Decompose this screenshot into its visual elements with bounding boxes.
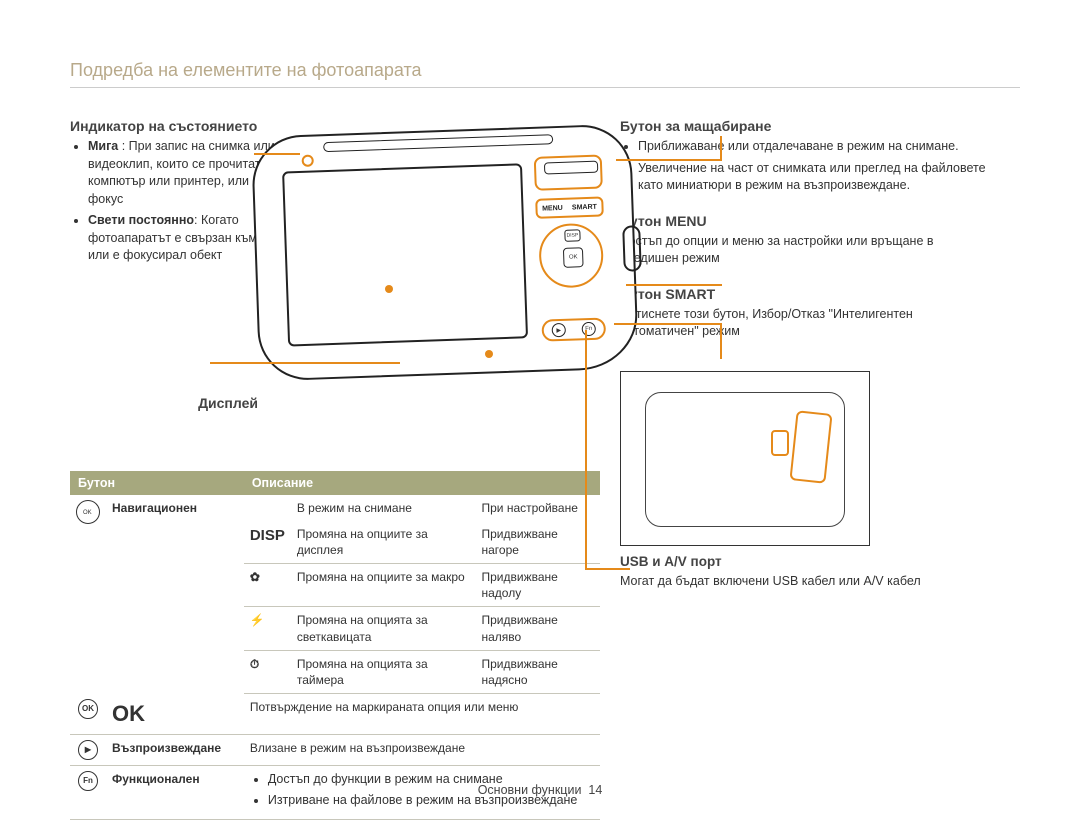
cell: Промяна на опциите за дисплея <box>291 521 476 564</box>
th-button: Бутон <box>70 471 244 495</box>
disp-sym: DISP <box>244 521 291 564</box>
table-row: Навигационен В режим на снимане При наст… <box>70 495 600 521</box>
usb-port-highlight <box>771 430 789 456</box>
flash-icon: ⚡ <box>244 607 291 650</box>
display-block: Дисплей <box>70 395 270 411</box>
lead-menu <box>626 284 722 286</box>
ok-text: Потвърждение на маркираната опция или ме… <box>244 694 600 734</box>
play-text: Влизане в режим на възпроизвеждане <box>244 734 600 765</box>
ok-big: OK <box>106 694 244 734</box>
fn-btn: Fn <box>582 322 596 336</box>
usb-caption: USB и A/V порт Могат да бъдат включени U… <box>620 554 990 591</box>
menu-smart-highlight: MENU SMART <box>535 196 604 218</box>
play-row: ▶ Възпроизвеждане Влизане в режим на въз… <box>70 734 600 765</box>
lead-smart-h <box>614 323 722 325</box>
cell: Промяна на опцията за светкавицата <box>291 607 476 650</box>
zoom-bullet-2: Увеличение на част от снимката или прегл… <box>638 160 990 195</box>
usb-inset-illustration <box>620 371 870 546</box>
nav-label: Навигационен <box>106 495 244 695</box>
play-label: Възпроизвеждане <box>106 734 244 765</box>
footer-page: 14 <box>588 783 602 797</box>
timer-icon: ⏱ <box>244 650 291 693</box>
lead-usb-v <box>585 330 587 570</box>
zoom-bullet-1: Приближаване или отдалечаване в режим на… <box>638 138 990 156</box>
lead-display <box>210 362 400 364</box>
page-footer: Основни функции 14 <box>0 783 1080 797</box>
menu-title: Бутон MENU <box>620 213 990 229</box>
right-column: Бутон за мащабиране Приближаване или отд… <box>620 118 990 820</box>
table-header-row: Бутон Описание <box>70 471 600 495</box>
cell: При настройване <box>476 495 601 521</box>
footer-text: Основни функции <box>478 783 582 797</box>
usb-flap-highlight <box>789 410 832 483</box>
play-icon: ▶ <box>78 740 98 760</box>
play-icon-cell: ▶ <box>70 734 106 765</box>
camera-screen <box>282 163 528 346</box>
status-led-highlight <box>302 155 314 167</box>
ok-icon: OK <box>78 699 98 719</box>
th-desc: Описание <box>244 471 600 495</box>
smart-label: SMART <box>572 203 597 211</box>
usb-text: Могат да бъдат включени USB кабел или A/… <box>620 573 990 591</box>
lead-status <box>254 153 300 155</box>
cell: Придвижване надолу <box>476 564 601 607</box>
cell: Придвижване надясно <box>476 650 601 693</box>
usb-title: USB и A/V порт <box>620 554 990 569</box>
cell: Придвижване нагоре <box>476 521 601 564</box>
lead-smart-v <box>720 323 722 359</box>
lead-zoom-v <box>720 136 722 161</box>
button-table: Бутон Описание Навигационен В режим на с… <box>70 471 600 820</box>
lead-zoom-h <box>616 159 722 161</box>
dpad-ok: OK <box>563 247 584 268</box>
zoom-button-highlight <box>534 154 603 190</box>
bottom-dot <box>485 350 493 358</box>
ok-row: OK OK Потвърждение на маркираната опция … <box>70 694 600 734</box>
menu-label: MENU <box>542 204 563 212</box>
macro-icon: ✿ <box>244 564 291 607</box>
cell: Промяна на опцията за таймера <box>291 650 476 693</box>
menu-text: Достъп до опции и меню за настройки или … <box>620 233 990 268</box>
dpad-highlight: DISP OK <box>538 223 604 289</box>
cell: Придвижване наляво <box>476 607 601 650</box>
display-label: Дисплей <box>198 395 258 411</box>
menu-block: Бутон MENU Достъп до опции и меню за нас… <box>620 213 990 268</box>
dpad-icon <box>76 500 100 524</box>
smart-title: Бутон SMART <box>620 286 990 302</box>
play-fn-highlight: ▶ Fn <box>541 317 606 341</box>
cell: Промяна на опциите за макро <box>291 564 476 607</box>
smart-block: Бутон SMART Натиснете този бутон, Избор/… <box>620 286 990 341</box>
camera-body: MENU SMART DISP OK ▶ Fn <box>251 123 639 381</box>
zoom-title: Бутон за мащабиране <box>620 118 990 134</box>
zoom-block: Бутон за мащабиране Приближаване или отд… <box>620 118 990 195</box>
dpad-disp: DISP <box>564 229 580 242</box>
display-dot <box>385 285 393 293</box>
play-btn: ▶ <box>552 323 566 337</box>
lead-usb-h <box>585 568 630 570</box>
ok-icon-cell: OK <box>70 694 106 734</box>
nav-dpad-icon-cell <box>70 495 106 695</box>
page-title: Подредба на елементите на фотоапарата <box>70 60 1020 88</box>
cell: В режим на снимане <box>291 495 476 521</box>
